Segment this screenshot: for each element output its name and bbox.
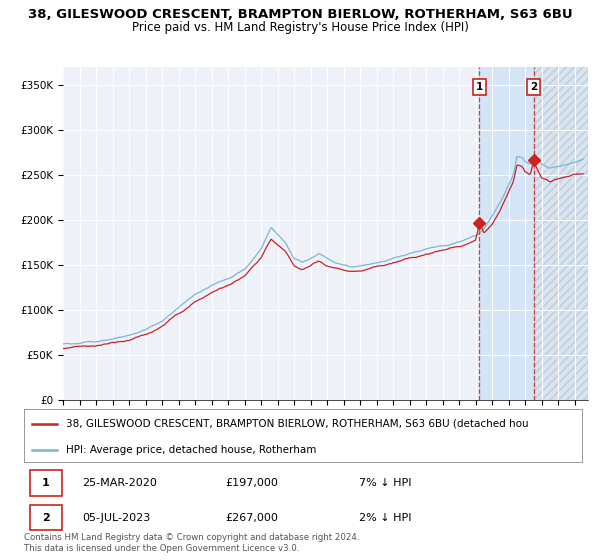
Text: 2: 2 [42, 512, 50, 522]
Text: 1: 1 [476, 82, 483, 92]
Text: 2% ↓ HPI: 2% ↓ HPI [359, 512, 412, 522]
Text: 38, GILESWOOD CRESCENT, BRAMPTON BIERLOW, ROTHERHAM, S63 6BU (detached hou: 38, GILESWOOD CRESCENT, BRAMPTON BIERLOW… [66, 419, 529, 429]
FancyBboxPatch shape [29, 470, 62, 496]
Text: 2: 2 [530, 82, 537, 92]
Text: 1: 1 [42, 478, 50, 488]
Text: £267,000: £267,000 [225, 512, 278, 522]
Bar [479, 67, 533, 400]
Text: 05-JUL-2023: 05-JUL-2023 [83, 512, 151, 522]
Text: Price paid vs. HM Land Registry's House Price Index (HPI): Price paid vs. HM Land Registry's House … [131, 21, 469, 34]
Text: £197,000: £197,000 [225, 478, 278, 488]
Text: 38, GILESWOOD CRESCENT, BRAMPTON BIERLOW, ROTHERHAM, S63 6BU: 38, GILESWOOD CRESCENT, BRAMPTON BIERLOW… [28, 8, 572, 21]
Bar [533, 67, 588, 400]
Text: 7% ↓ HPI: 7% ↓ HPI [359, 478, 412, 488]
Text: Contains HM Land Registry data © Crown copyright and database right 2024.
This d: Contains HM Land Registry data © Crown c… [24, 533, 359, 553]
FancyBboxPatch shape [29, 505, 62, 530]
Text: 25-MAR-2020: 25-MAR-2020 [83, 478, 157, 488]
Text: HPI: Average price, detached house, Rotherham: HPI: Average price, detached house, Roth… [66, 445, 316, 455]
